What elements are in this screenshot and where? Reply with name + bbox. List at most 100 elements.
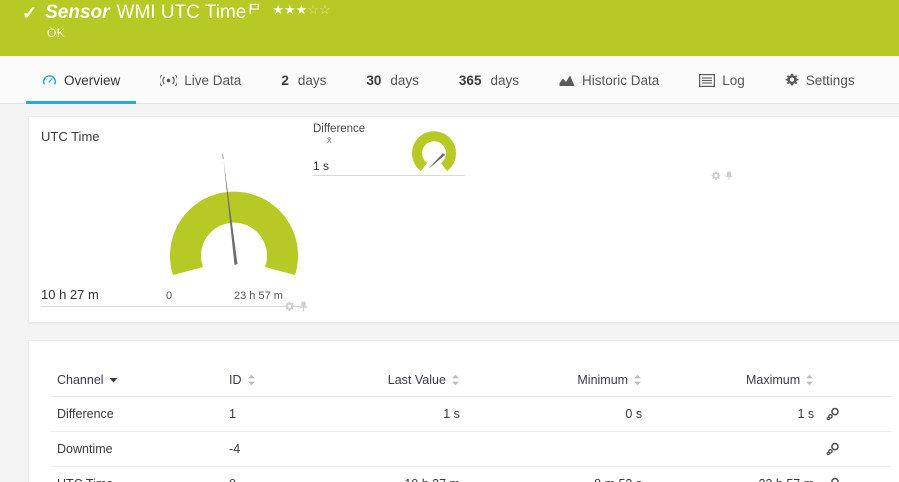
pin-icon[interactable] (299, 301, 308, 312)
column-label: ID (229, 373, 242, 387)
secondary-gauge-value: 1 s (313, 159, 330, 173)
table-row[interactable]: Difference 1 1 s 0 s 1 s (51, 396, 891, 432)
tab-30-days[interactable]: 30 days (346, 56, 439, 104)
cell-maximum (648, 431, 821, 467)
sort-desc-caret-icon (109, 377, 118, 383)
tab-2-days[interactable]: 2 days (261, 56, 346, 104)
table-row[interactable]: Downtime -4 (51, 431, 891, 467)
tab-settings[interactable]: Settings (765, 56, 875, 104)
mean-marker-label: x̄ (327, 135, 332, 145)
tab-number: 365 (458, 72, 482, 88)
tab-label: days (297, 72, 327, 88)
pin-icon[interactable] (725, 171, 733, 181)
cell-channel: UTC Time (51, 466, 224, 482)
cell-actions (820, 396, 891, 432)
primary-gauge-scale-rule (41, 285, 301, 307)
page-title: WMI UTC Time (116, 2, 247, 23)
gauge-icon (42, 73, 57, 88)
cell-last-value: 1 s (314, 396, 466, 432)
sort-updown-icon (451, 374, 460, 386)
cell-maximum: 1 s (648, 396, 821, 432)
primary-gauge[interactable]: x̄ (139, 133, 332, 298)
column-header-minimum[interactable]: Minimum (465, 369, 649, 397)
tab-number: 30 (366, 72, 382, 88)
star-empty-4[interactable]: ☆ (307, 2, 319, 17)
sensor-type-label: Sensor (45, 2, 110, 23)
cell-id: -4 (223, 431, 315, 467)
star-filled-3[interactable]: ★ (295, 2, 308, 17)
column-header-actions (820, 369, 891, 397)
channel-table: Channel ID (51, 369, 891, 482)
cell-minimum: 0 s (465, 396, 649, 432)
status-badge: OK (47, 26, 66, 40)
primary-gauge-tools (284, 301, 308, 312)
check-icon: ✓ (22, 3, 38, 23)
cell-actions (820, 466, 891, 482)
column-label: Minimum (577, 373, 629, 387)
gear-icon[interactable] (284, 301, 295, 312)
primary-gauge-scale-min: 0 (166, 290, 173, 302)
primary-gauge-scale-max: 23 h 57 m (234, 290, 283, 302)
channel-settings-icon[interactable] (826, 407, 885, 421)
log-list-icon (699, 73, 716, 87)
cell-channel: Difference (51, 396, 224, 432)
star-filled-2[interactable]: ★ (284, 2, 296, 17)
column-header-last-value[interactable]: Last Value (314, 369, 466, 397)
channel-table-panel: Channel ID (28, 340, 899, 482)
primary-gauge-title: UTC Time (41, 129, 100, 144)
tab-label: days (490, 72, 519, 88)
gauge-panel: UTC Time x̄ 10 h 27 m 0 23 h 57 m (28, 116, 899, 323)
column-header-id[interactable]: ID (223, 369, 315, 397)
secondary-gauge[interactable] (405, 127, 457, 175)
area-chart-icon (559, 74, 575, 87)
gear-icon[interactable] (711, 171, 721, 181)
tab-label: Overview (64, 72, 121, 88)
tab-log[interactable]: Log (679, 56, 765, 104)
channel-settings-icon[interactable] (826, 477, 885, 482)
star-filled-1[interactable]: ★ (272, 2, 284, 17)
secondary-gauge-title: Difference (313, 123, 366, 135)
tab-label: Historic Data (581, 72, 660, 88)
tab-label: Settings (805, 72, 855, 88)
tab-bar: Overview Live Data 2 days (0, 56, 899, 104)
tab-historic-data[interactable]: Historic Data (539, 56, 679, 104)
secondary-gauge-rule (313, 175, 465, 176)
tab-live-data[interactable]: Live Data (140, 56, 261, 104)
tab-label: days (390, 72, 419, 88)
secondary-gauge-block: Difference 1 s (313, 123, 733, 185)
cell-last-value (314, 431, 466, 467)
cell-channel: Downtime (51, 431, 224, 467)
tab-label: Live Data (184, 72, 242, 88)
sort-updown-icon (247, 374, 256, 386)
tab-label: Log (722, 72, 745, 88)
cell-maximum: 23 h 57 m (648, 466, 821, 482)
sensor-title-row: ✓ Sensor WMI UTC Time ★ ★ ★ ☆ ☆ (22, 2, 331, 24)
column-label: Channel (57, 373, 104, 387)
cell-actions (820, 431, 891, 467)
flag-icon[interactable] (249, 3, 260, 15)
sort-updown-icon (633, 374, 642, 386)
table-row[interactable]: UTC Time 0 10 h 27 m 8 m 53 s 23 h 57 m (51, 466, 891, 482)
table-header-row: Channel ID (51, 369, 891, 397)
sensor-status-header: ✓ Sensor WMI UTC Time ★ ★ ★ ☆ ☆ OK (0, 0, 899, 56)
cell-last-value: 10 h 27 m (314, 466, 466, 482)
cell-minimum: 8 m 53 s (465, 466, 649, 482)
star-empty-5[interactable]: ☆ (318, 2, 331, 17)
column-header-channel[interactable]: Channel (51, 369, 224, 397)
tab-overview[interactable]: Overview (22, 56, 140, 104)
gear-icon (785, 73, 799, 87)
primary-gauge-value: 10 h 27 m (41, 287, 99, 302)
cell-id: 1 (223, 396, 315, 432)
cell-minimum (465, 431, 649, 467)
priority-stars[interactable]: ★ ★ ★ ☆ ☆ (272, 3, 330, 16)
column-label: Maximum (745, 373, 801, 387)
tab-365-days[interactable]: 365 days (439, 56, 539, 104)
channel-settings-icon[interactable] (826, 442, 885, 456)
column-label: Last Value (387, 373, 446, 387)
secondary-gauge-tools (711, 171, 733, 181)
tab-number: 2 (281, 72, 289, 88)
live-signal-icon (160, 74, 178, 87)
sort-updown-icon (805, 374, 814, 386)
column-header-maximum[interactable]: Maximum (648, 369, 821, 397)
